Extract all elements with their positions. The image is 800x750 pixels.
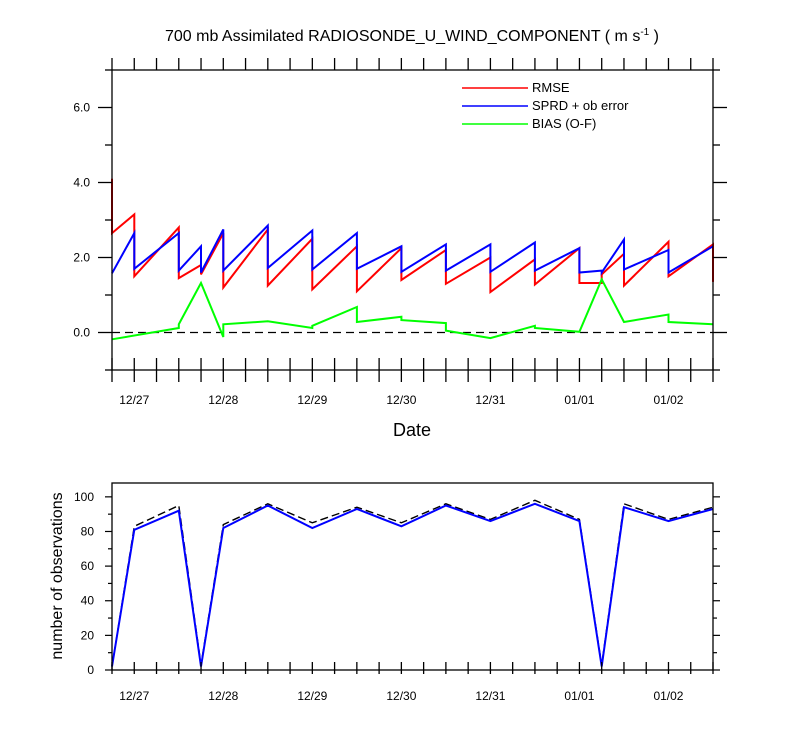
top-y-tick-label: 0.0 <box>73 326 90 340</box>
bottom-y-tick-label: 40 <box>81 594 95 608</box>
bottom-x-tick-label: 12/31 <box>475 689 505 703</box>
bottom-y-tick-label: 20 <box>81 628 95 642</box>
legend-label-rmse: RMSE <box>532 80 570 95</box>
legend-label-sprd: SPRD + ob error <box>532 98 629 113</box>
bottom-y-tick-label: 80 <box>81 524 95 538</box>
top-x-tick-label: 01/02 <box>653 393 683 407</box>
legend: RMSE SPRD + ob error BIAS (O-F) <box>462 80 629 131</box>
chart-title: 700 mb Assimilated RADIOSONDE_U_WIND_COM… <box>165 27 659 45</box>
bottom-x-tick-label: 01/02 <box>653 689 683 703</box>
bottom-y-tick-label: 100 <box>74 490 94 504</box>
bottom-series-used <box>111 502 714 667</box>
top-x-tick-label: 12/30 <box>386 393 416 407</box>
top-x-tick-label: 12/29 <box>297 393 327 407</box>
bottom-series-possible <box>111 499 714 667</box>
bottom-x-tick-label: 12/27 <box>119 689 149 703</box>
top-x-tick-label: 01/01 <box>564 393 594 407</box>
bottom-plot: 12/27 12/28 12/29 12/30 12/31 01/01 01/02 0 20 40… <box>74 490 720 703</box>
bottom-y-tick-label: 60 <box>81 559 95 573</box>
top-series-bias-o-f <box>111 276 714 341</box>
top-x-tick-label: 12/28 <box>208 393 238 407</box>
bottom-y-tick-label: 0 <box>87 663 94 677</box>
top-series-sprd-ob-error <box>111 223 714 276</box>
top-y-tick-label: 6.0 <box>73 101 90 115</box>
y-axis-label-observations: number of observations <box>49 492 66 659</box>
bottom-x-tick-label: 01/01 <box>564 689 594 703</box>
x-axis-label: Date <box>393 420 431 440</box>
bottom-x-tick-label: 12/30 <box>386 689 416 703</box>
top-plot-frame <box>111 69 714 371</box>
legend-label-bias: BIAS (O-F) <box>532 116 596 131</box>
bottom-x-tick-label: 12/29 <box>297 689 327 703</box>
top-series-rmse <box>111 178 714 294</box>
bottom-x-tick-label: 12/28 <box>208 689 238 703</box>
top-x-tick-label: 12/27 <box>119 393 149 407</box>
top-x-tick-label: 12/31 <box>475 393 505 407</box>
top-y-tick-label: 4.0 <box>73 176 90 190</box>
top-y-tick-label: 2.0 <box>73 251 90 265</box>
top-plot: 12/27 12/28 12/29 12/30 12/31 01/01 01/02 0.0 2.… <box>73 58 727 407</box>
bottom-plot-frame <box>111 482 714 671</box>
